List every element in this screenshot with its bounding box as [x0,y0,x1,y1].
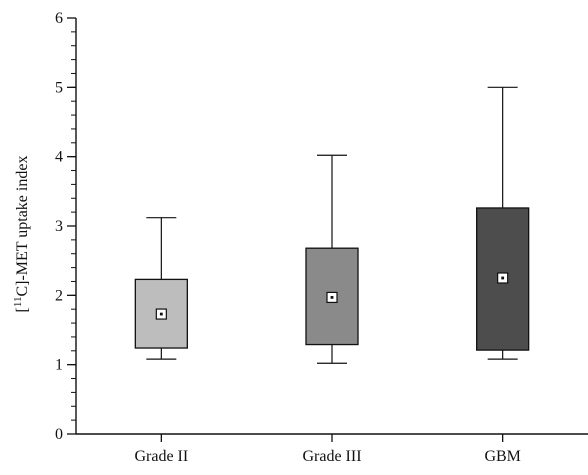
y-tick-label: 3 [55,218,63,235]
y-axis-title-isotope: C] [14,281,31,297]
mean-marker-dot [159,312,163,316]
y-tick-label: 5 [55,79,63,96]
labels: [11C]-MET uptake index 0 1 2 3 4 5 6 Grade II Gr… [12,10,521,465]
y-axis-title-superscript: 11 [12,297,24,308]
x-tick-label: GBM [484,448,520,465]
y-tick-label: 6 [55,10,63,27]
x-tick-label: Grade III [302,448,361,465]
mean-marker-dot [330,296,334,299]
boxes [134,86,530,364]
y-tick-label: 1 [55,357,63,374]
y-axis-title-prefix: [ [14,307,31,312]
x-tick-label: Grade II [134,448,188,465]
y-tick-label: 4 [55,149,63,166]
mean-marker-dot [501,276,505,280]
y-tick-label: 2 [55,287,63,304]
y-axis-title-main: -MET uptake index [14,156,31,281]
axes [67,17,588,442]
y-tick-label: 0 [55,426,63,443]
y-axis-title: [11C]-MET uptake index [12,156,31,313]
